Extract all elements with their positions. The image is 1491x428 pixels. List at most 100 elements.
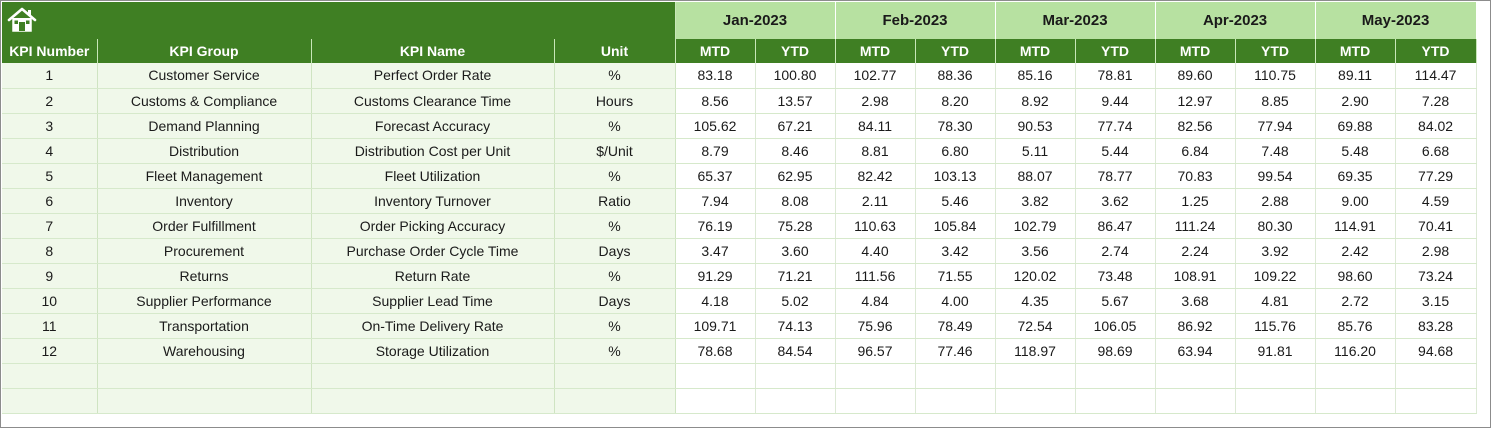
value-cell[interactable]: 106.05 (1075, 313, 1156, 339)
kpi-group-cell[interactable]: Distribution (97, 138, 312, 164)
value-cell[interactable]: 5.48 (1315, 138, 1396, 164)
value-cell[interactable]: 8.08 (755, 188, 836, 214)
kpi-name-cell[interactable] (311, 363, 555, 389)
value-cell[interactable]: 110.63 (835, 213, 916, 239)
value-cell[interactable]: 3.68 (1155, 288, 1236, 314)
kpi-number-cell[interactable]: 5 (2, 163, 98, 189)
value-cell[interactable]: 7.94 (675, 188, 756, 214)
kpi-number-cell[interactable]: 11 (2, 313, 98, 339)
value-cell[interactable]: 8.46 (755, 138, 836, 164)
kpi-number-cell[interactable]: 2 (2, 88, 98, 114)
value-cell[interactable]: 102.79 (995, 213, 1076, 239)
col-apr-mtd[interactable]: MTD (1155, 39, 1236, 63)
kpi-group-cell[interactable]: Procurement (97, 238, 312, 264)
kpi-group-cell[interactable]: Customs & Compliance (97, 88, 312, 114)
value-cell[interactable]: 2.88 (1235, 188, 1316, 214)
kpi-name-cell[interactable]: Return Rate (311, 263, 555, 289)
unit-cell[interactable]: Days (554, 238, 676, 264)
unit-cell[interactable]: % (554, 313, 676, 339)
value-cell[interactable]: 91.81 (1235, 338, 1316, 364)
value-cell[interactable]: 13.57 (755, 88, 836, 114)
kpi-number-cell[interactable]: 1 (2, 63, 98, 89)
value-cell[interactable]: 77.46 (915, 338, 996, 364)
value-cell[interactable]: 4.18 (675, 288, 756, 314)
value-cell[interactable]: 78.49 (915, 313, 996, 339)
value-cell[interactable]: 62.95 (755, 163, 836, 189)
value-cell[interactable] (1315, 388, 1396, 414)
value-cell[interactable]: 105.62 (675, 113, 756, 139)
kpi-group-cell[interactable]: Fleet Management (97, 163, 312, 189)
value-cell[interactable]: 90.53 (995, 113, 1076, 139)
unit-cell[interactable]: % (554, 113, 676, 139)
unit-cell[interactable] (554, 388, 676, 414)
kpi-number-cell[interactable]: 8 (2, 238, 98, 264)
col-mar-mtd[interactable]: MTD (995, 39, 1076, 63)
value-cell[interactable]: 85.76 (1315, 313, 1396, 339)
kpi-name-cell[interactable]: Forecast Accuracy (311, 113, 555, 139)
value-cell[interactable]: 4.84 (835, 288, 916, 314)
value-cell[interactable] (675, 363, 756, 389)
value-cell[interactable]: 73.24 (1395, 263, 1477, 289)
col-kpi-number[interactable]: KPI Number (2, 39, 98, 63)
value-cell[interactable]: 98.60 (1315, 263, 1396, 289)
value-cell[interactable] (1155, 388, 1236, 414)
value-cell[interactable] (835, 363, 916, 389)
value-cell[interactable]: 111.56 (835, 263, 916, 289)
value-cell[interactable] (1315, 363, 1396, 389)
value-cell[interactable]: 2.72 (1315, 288, 1396, 314)
value-cell[interactable] (1075, 363, 1156, 389)
value-cell[interactable] (915, 363, 996, 389)
value-cell[interactable]: 8.79 (675, 138, 756, 164)
value-cell[interactable]: 109.22 (1235, 263, 1316, 289)
kpi-number-cell[interactable]: 12 (2, 338, 98, 364)
value-cell[interactable]: 71.21 (755, 263, 836, 289)
value-cell[interactable]: 6.80 (915, 138, 996, 164)
value-cell[interactable]: 78.68 (675, 338, 756, 364)
value-cell[interactable]: 3.82 (995, 188, 1076, 214)
value-cell[interactable]: 94.68 (1395, 338, 1477, 364)
value-cell[interactable]: 3.62 (1075, 188, 1156, 214)
value-cell[interactable]: 9.44 (1075, 88, 1156, 114)
kpi-name-cell[interactable]: Distribution Cost per Unit (311, 138, 555, 164)
value-cell[interactable]: 8.81 (835, 138, 916, 164)
value-cell[interactable]: 85.16 (995, 63, 1076, 89)
value-cell[interactable]: 82.42 (835, 163, 916, 189)
value-cell[interactable] (755, 363, 836, 389)
unit-cell[interactable]: Hours (554, 88, 676, 114)
value-cell[interactable]: 9.00 (1315, 188, 1396, 214)
value-cell[interactable]: 3.56 (995, 238, 1076, 264)
value-cell[interactable]: 82.56 (1155, 113, 1236, 139)
value-cell[interactable]: 2.98 (835, 88, 916, 114)
col-kpi-name[interactable]: KPI Name (311, 39, 555, 63)
unit-cell[interactable]: % (554, 163, 676, 189)
value-cell[interactable]: 5.67 (1075, 288, 1156, 314)
value-cell[interactable] (915, 388, 996, 414)
col-may-mtd[interactable]: MTD (1315, 39, 1396, 63)
value-cell[interactable]: 70.83 (1155, 163, 1236, 189)
value-cell[interactable]: 5.44 (1075, 138, 1156, 164)
unit-cell[interactable]: $/Unit (554, 138, 676, 164)
value-cell[interactable]: 6.84 (1155, 138, 1236, 164)
value-cell[interactable]: 74.13 (755, 313, 836, 339)
kpi-group-cell[interactable]: Returns (97, 263, 312, 289)
value-cell[interactable]: 100.80 (755, 63, 836, 89)
value-cell[interactable]: 8.20 (915, 88, 996, 114)
value-cell[interactable]: 6.68 (1395, 138, 1477, 164)
value-cell[interactable]: 8.85 (1235, 88, 1316, 114)
value-cell[interactable]: 99.54 (1235, 163, 1316, 189)
col-feb-ytd[interactable]: YTD (915, 39, 996, 63)
value-cell[interactable] (1155, 363, 1236, 389)
kpi-name-cell[interactable]: Storage Utilization (311, 338, 555, 364)
home-icon[interactable] (7, 6, 37, 34)
col-mar-ytd[interactable]: YTD (1075, 39, 1156, 63)
value-cell[interactable]: 89.11 (1315, 63, 1396, 89)
value-cell[interactable]: 4.59 (1395, 188, 1477, 214)
value-cell[interactable]: 72.54 (995, 313, 1076, 339)
kpi-name-cell[interactable]: Perfect Order Rate (311, 63, 555, 89)
value-cell[interactable]: 89.60 (1155, 63, 1236, 89)
value-cell[interactable]: 5.46 (915, 188, 996, 214)
kpi-number-cell[interactable]: 6 (2, 188, 98, 214)
value-cell[interactable]: 88.36 (915, 63, 996, 89)
value-cell[interactable]: 4.40 (835, 238, 916, 264)
kpi-group-cell[interactable]: Order Fulfillment (97, 213, 312, 239)
